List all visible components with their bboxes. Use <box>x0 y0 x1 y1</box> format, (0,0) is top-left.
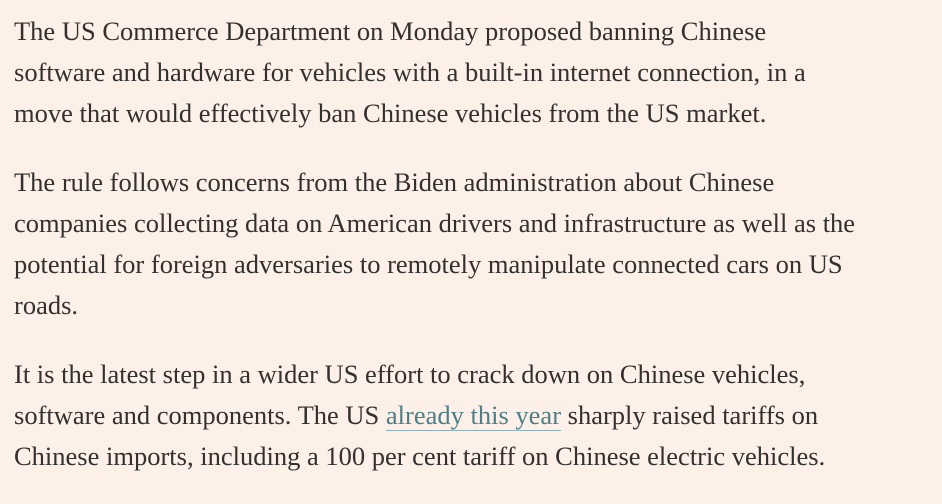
paragraph-line: It is the latest step in a wider US effo… <box>14 359 806 389</box>
paragraph-2: The rule follows concerns from the Biden… <box>14 162 934 326</box>
paragraph-1: The US Commerce Department on Monday pro… <box>14 11 934 134</box>
paragraph-line-with-link: software and components. The US already … <box>14 395 934 436</box>
paragraph-line: The US Commerce Department on Monday pro… <box>14 16 767 46</box>
text-after-link: sharply raised tariffs on <box>561 400 819 430</box>
paragraph-line: Chinese imports, including a 100 per cen… <box>14 441 826 471</box>
paragraph-line: roads. <box>14 290 79 320</box>
paragraph-line: software and hardware for vehicles with … <box>14 57 806 87</box>
text-before-link: software and components. The US <box>14 400 386 430</box>
paragraph-3: It is the latest step in a wider US effo… <box>14 354 934 477</box>
paragraph-line: The rule follows concerns from the Biden… <box>14 167 775 197</box>
paragraph-line: move that would effectively ban Chinese … <box>14 98 767 128</box>
paragraph-line: potential for foreign adversaries to rem… <box>14 249 843 279</box>
paragraph-line: companies collecting data on American dr… <box>14 208 856 238</box>
already-this-year-link[interactable]: already this year <box>385 400 562 431</box>
